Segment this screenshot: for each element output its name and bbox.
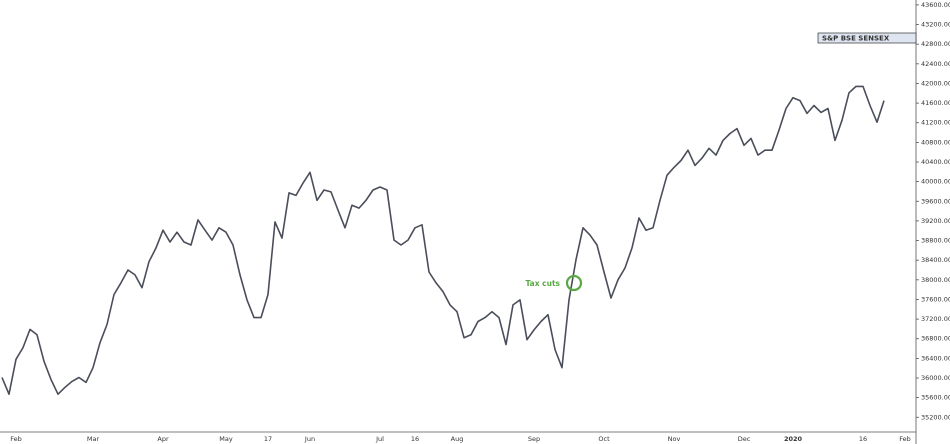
y-tick-label: 36400.00 <box>921 354 950 362</box>
x-tick-label: Sep <box>528 435 540 443</box>
x-tick-label: 16 <box>859 435 867 443</box>
y-tick-label: 41600.00 <box>921 99 950 107</box>
y-tick-label: 40400.00 <box>921 158 950 166</box>
annotation-text: Tax cuts <box>526 279 561 288</box>
y-tick-label: 38400.00 <box>921 256 950 264</box>
y-tick-label: 42000.00 <box>921 79 950 87</box>
y-tick-label: 40800.00 <box>921 138 950 146</box>
x-tick-label: Mar <box>87 435 100 443</box>
y-tick-label: 35600.00 <box>921 394 950 402</box>
x-tick-label: Jun <box>304 435 315 443</box>
y-tick-label: 35200.00 <box>921 413 950 421</box>
y-tick-label: 37200.00 <box>921 315 950 323</box>
y-tick-label: 39200.00 <box>921 217 950 225</box>
x-tick-label: Aug <box>451 435 464 443</box>
x-tick-label: Oct <box>598 435 610 443</box>
y-tick-label: 40000.00 <box>921 178 950 186</box>
x-tick-label: 17 <box>264 435 272 443</box>
x-tick-label: Feb <box>10 435 22 443</box>
legend-label: S&P BSE SENSEX <box>822 35 890 43</box>
y-tick-label: 43200.00 <box>921 21 950 29</box>
y-tick-label: 38800.00 <box>921 237 950 245</box>
price-line <box>1 85 885 395</box>
y-tick-label: 42800.00 <box>921 40 950 48</box>
x-tick-label: Feb <box>899 435 911 443</box>
annotation-marker <box>565 274 583 292</box>
x-tick-label: Apr <box>157 435 169 443</box>
y-tick-label: 43600.00 <box>921 1 950 9</box>
y-tick-label: 36800.00 <box>921 335 950 343</box>
y-tick-label: 38000.00 <box>921 276 950 284</box>
x-tick-label: May <box>219 435 233 443</box>
y-tick-label: 42400.00 <box>921 60 950 68</box>
y-tick-label: 37600.00 <box>921 295 950 303</box>
y-tick-label: 39600.00 <box>921 197 950 205</box>
legend-box <box>817 32 917 44</box>
x-tick-label: Nov <box>668 435 681 443</box>
x-tick-label: 2020 <box>784 435 803 443</box>
x-tick-label: Jul <box>375 435 384 443</box>
x-tick-label: Dec <box>738 435 751 443</box>
x-tick-label: 16 <box>411 435 419 443</box>
y-tick-label: 41200.00 <box>921 119 950 127</box>
y-tick-label: 36000.00 <box>921 374 950 382</box>
